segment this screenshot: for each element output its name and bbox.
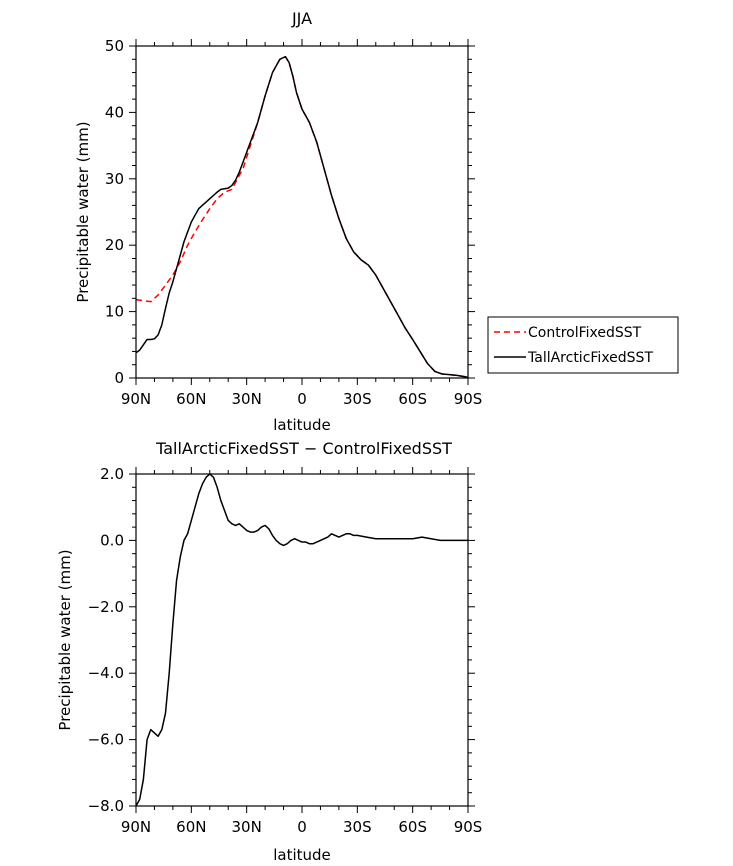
bottom-x-tick-label: 0: [297, 818, 307, 836]
top-ticks: 90N 60N 30N 0 30S 60S 90S 0 10 20 30 40 50: [105, 37, 482, 408]
bottom-ticks: 90N 60N 30N 0 30S 60S 90S −8.0 −6.0 −4.0 −2.0 0.0 2.…: [88, 465, 483, 836]
top-y-tick-label: 30: [105, 170, 124, 188]
top-x-tick-label: 30N: [232, 390, 262, 408]
legend: ControlFixedSST TallArcticFixedSST: [487, 316, 679, 374]
bottom-title: TallArcticFixedSST − ControlFixedSST: [155, 439, 452, 458]
top-series-line-tallarcticfixedsst: [135, 55, 469, 379]
top-x-tick-label: 60S: [398, 390, 427, 408]
legend-label-tallarctic: TallArcticFixedSST: [527, 350, 653, 366]
bottom-x-tick-label: 90N: [121, 818, 151, 836]
top-series: [135, 55, 469, 379]
bottom-plot-frame: [135, 473, 469, 807]
bottom-series-line-difference: [135, 473, 468, 807]
top-x-tick-label: 90N: [121, 390, 151, 408]
bottom-x-tick-label: 30S: [343, 818, 372, 836]
top-x-axis-label: latitude: [273, 416, 331, 434]
bottom-x-axis-label: latitude: [273, 846, 331, 864]
top-x-tick-label: 30S: [343, 390, 372, 408]
top-y-tick-label: 50: [105, 37, 124, 55]
bottom-y-tick-label: 2.0: [100, 465, 124, 483]
top-series-line-controlfixedsst: [135, 55, 469, 379]
bottom-y-tick-label: −2.0: [88, 598, 124, 616]
top-x-tick-label: 0: [297, 390, 307, 408]
bottom-y-tick-label: −8.0: [88, 797, 124, 815]
top-title: JJA: [291, 9, 312, 28]
bottom-y-tick-label: −4.0: [88, 664, 124, 682]
bottom-x-tick-label: 60N: [176, 818, 206, 836]
top-y-tick-label: 10: [105, 303, 124, 321]
bottom-x-tick-label: 90S: [454, 818, 483, 836]
top-y-tick-label: 20: [105, 236, 124, 254]
top-y-tick-label: 0: [114, 369, 124, 387]
top-x-tick-label: 90S: [454, 390, 483, 408]
bottom-series: [135, 473, 468, 807]
bottom-y-axis-label: Precipitable water (mm): [56, 549, 74, 730]
bottom-y-tick-label: 0.0: [100, 531, 124, 549]
bottom-y-tick-label: −6.0: [88, 731, 124, 749]
bottom-x-tick-label: 30N: [232, 818, 262, 836]
legend-label-control: ControlFixedSST: [528, 325, 642, 341]
panel-top: JJA 90N 60N 30N 0 30S 60S 90S 0 10 20 30 40 50 latit…: [74, 9, 482, 434]
legend-box: [487, 316, 679, 374]
top-plot-frame: [135, 45, 469, 379]
top-x-tick-label: 60N: [176, 390, 206, 408]
top-y-tick-label: 40: [105, 103, 124, 121]
panel-bottom: TallArcticFixedSST − ControlFixedSST 90N…: [56, 439, 482, 864]
bottom-x-tick-label: 60S: [398, 818, 427, 836]
top-y-axis-label: Precipitable water (mm): [74, 121, 92, 302]
